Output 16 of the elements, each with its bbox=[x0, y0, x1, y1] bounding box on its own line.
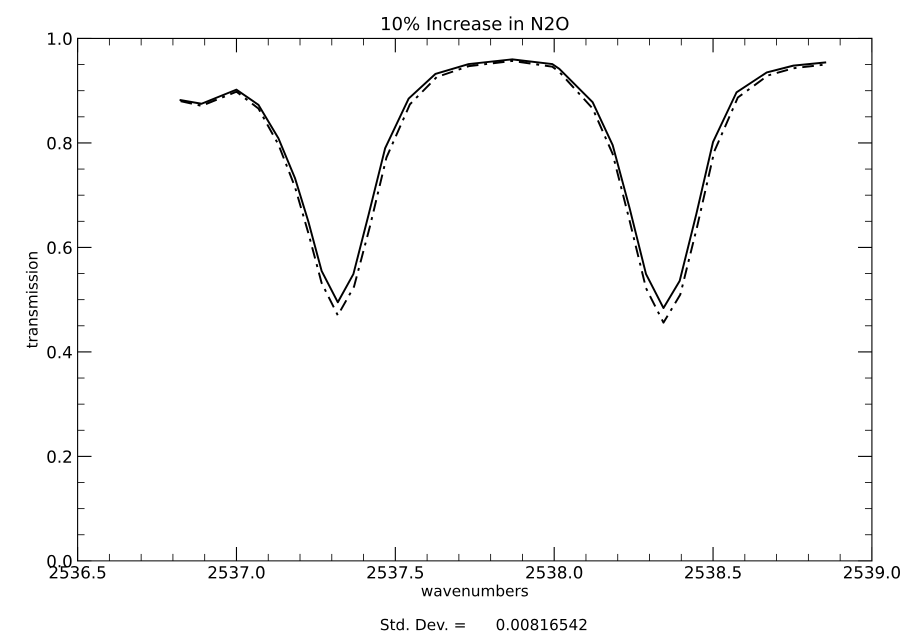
x-tick-label: 2537.0 bbox=[208, 566, 265, 579]
x-axis-title: wavenumbers bbox=[421, 584, 528, 596]
y-tick-label: 0.4 bbox=[47, 346, 72, 358]
x-tick-label: 2539.0 bbox=[844, 566, 900, 579]
text: Std. Dev. = 0.00816542 bbox=[380, 618, 586, 630]
y-axis-title: transmission bbox=[26, 252, 38, 348]
y-tick-label: 1.0 bbox=[48, 32, 72, 46]
y-tick-label: 0.0 bbox=[47, 554, 72, 568]
y-tick-label: 0.6 bbox=[47, 241, 72, 254]
x-tick-label: 2536.5 bbox=[50, 566, 106, 579]
x-tick-label: 2537.5 bbox=[367, 566, 424, 579]
x-tick-label: 2538.0 bbox=[526, 566, 582, 579]
y-tick-label: 0.2 bbox=[47, 450, 72, 463]
y-tick-label: 0.8 bbox=[47, 136, 72, 150]
chart-title: 10% Increase in N2O bbox=[382, 16, 568, 30]
x-tick-label: 2538.5 bbox=[685, 566, 741, 579]
